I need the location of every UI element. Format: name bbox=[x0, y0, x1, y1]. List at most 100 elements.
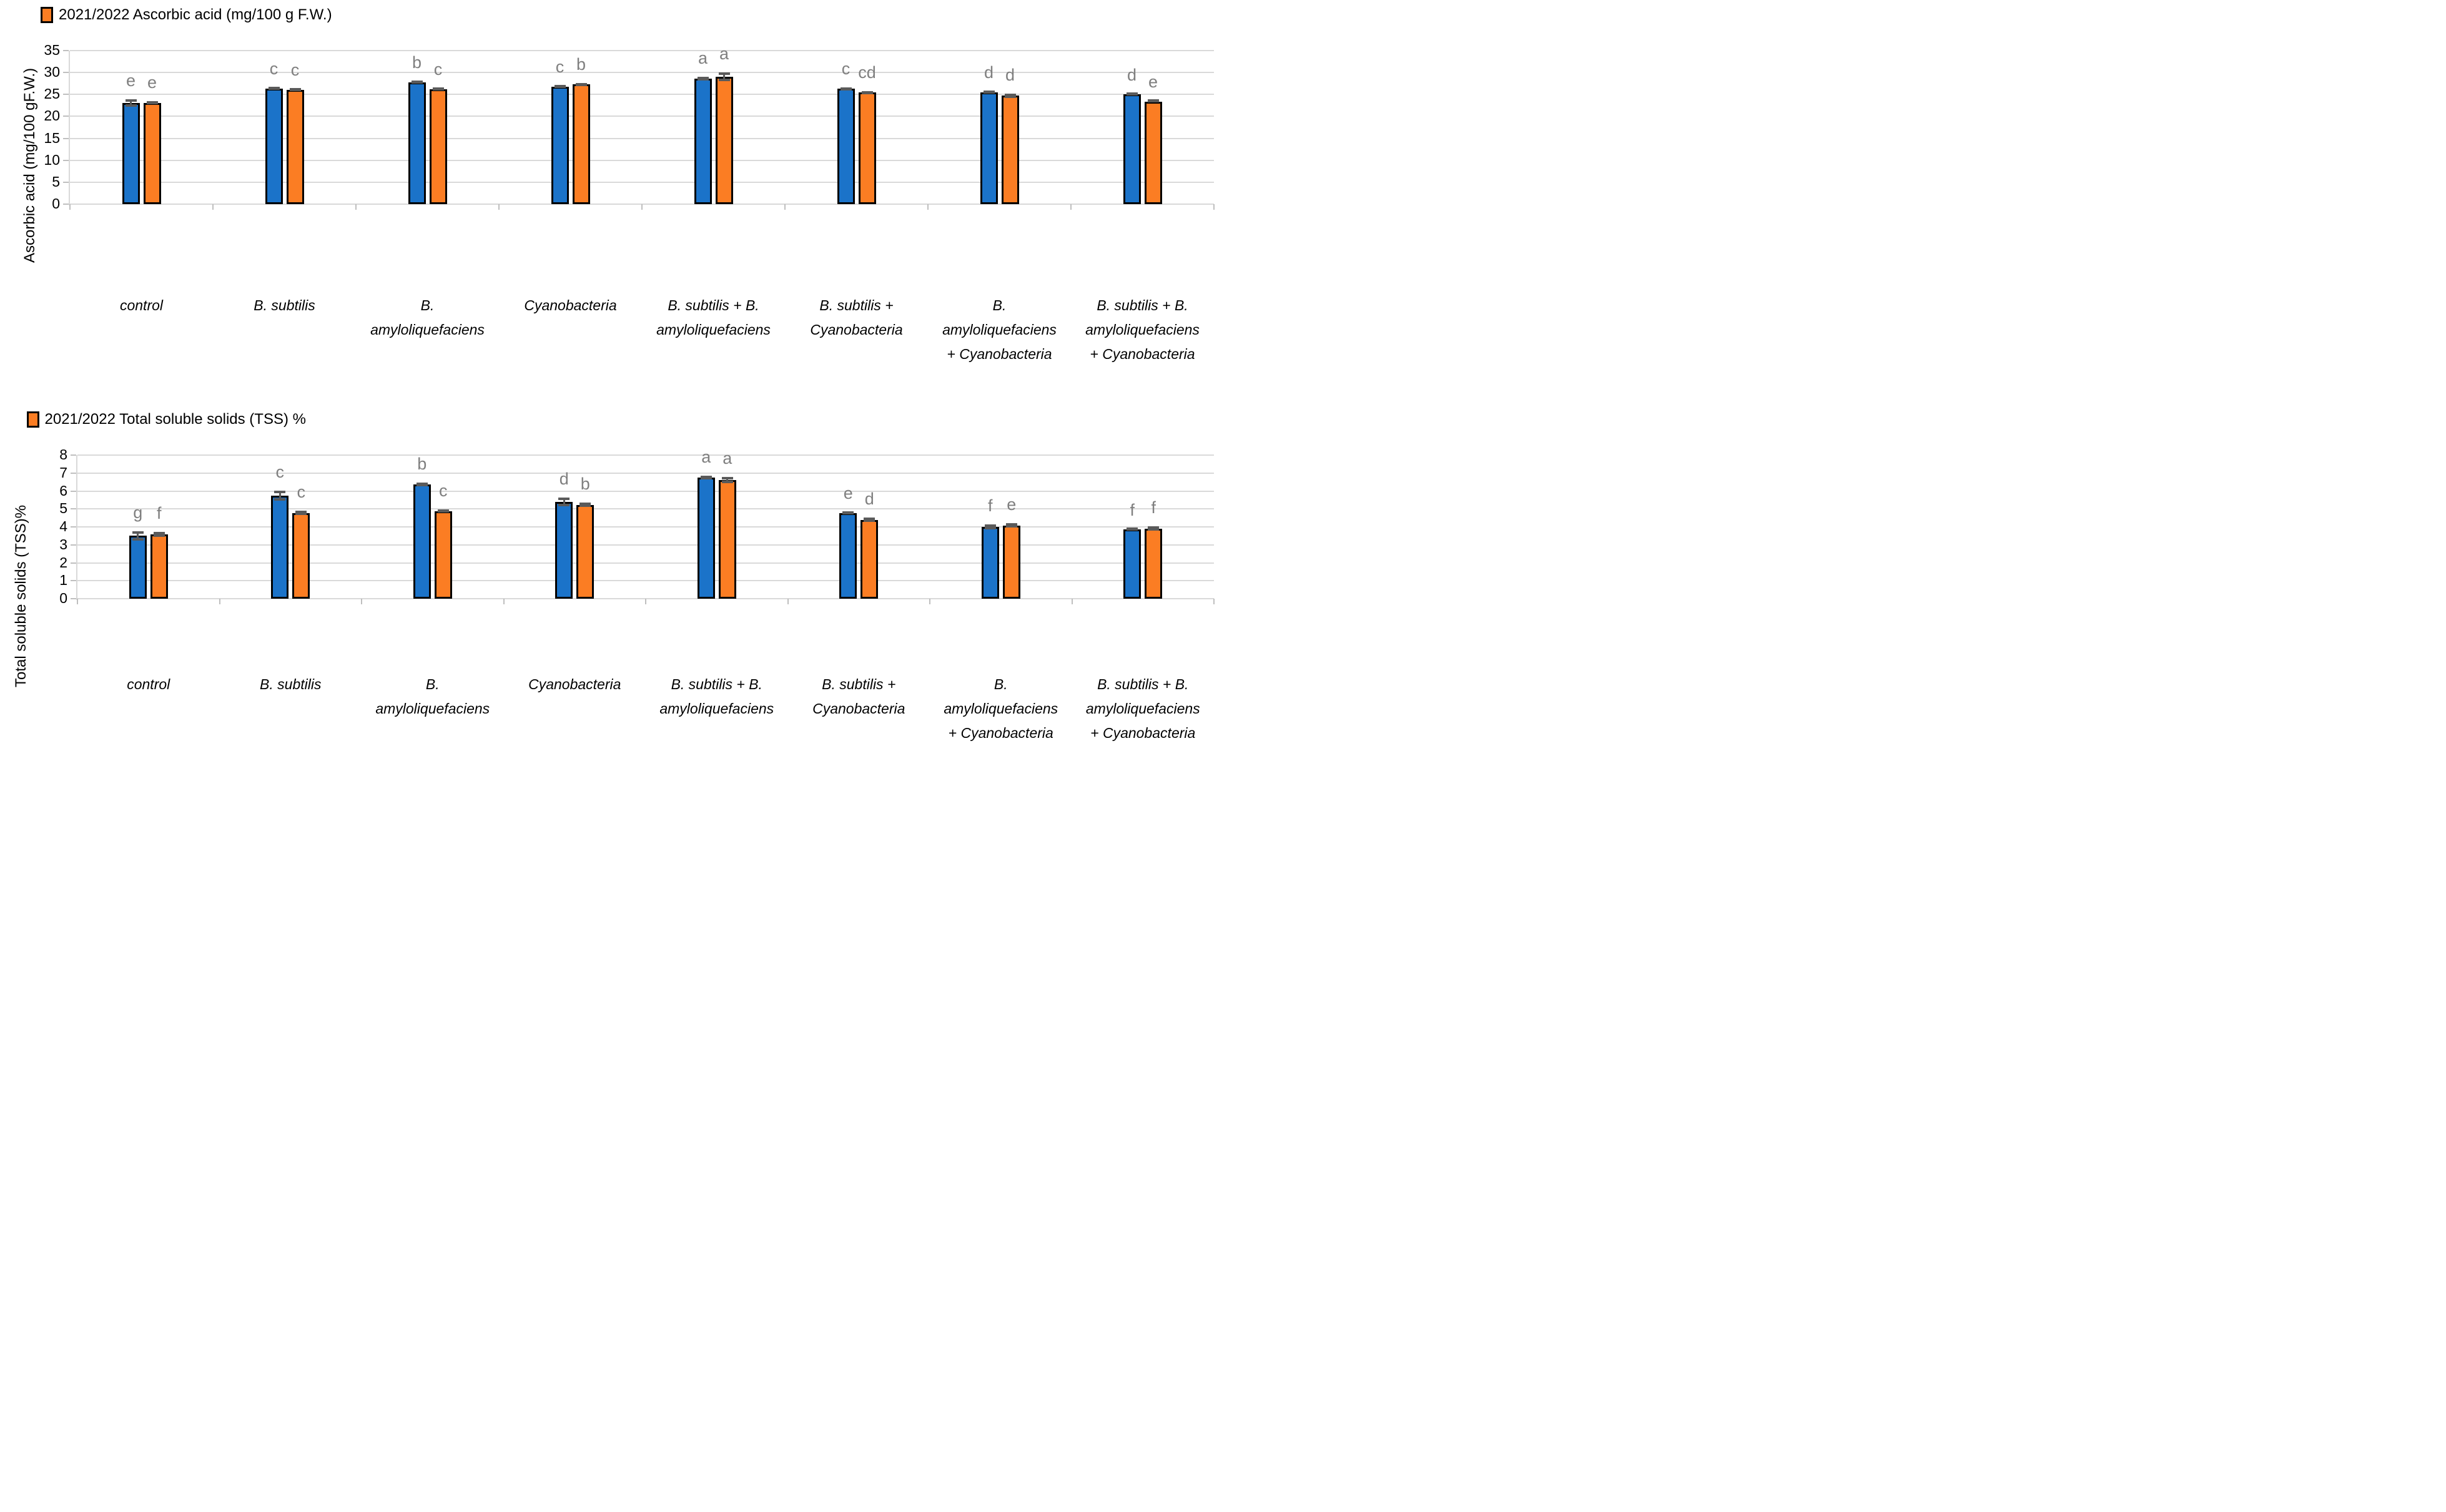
significance-letter: a bbox=[698, 48, 708, 67]
error-bar-stem bbox=[137, 531, 139, 541]
error-bar bbox=[697, 76, 709, 81]
bar-series2-control bbox=[150, 534, 168, 599]
error-bar-cap-top bbox=[984, 524, 996, 528]
x-tick-mark bbox=[784, 204, 786, 210]
gridline bbox=[77, 526, 1214, 528]
y-tick-mark bbox=[71, 508, 76, 510]
x-category-label: B. subtilis + B. amyloliquefaciens + Cyano… bbox=[1065, 293, 1221, 366]
x-category-label: B. amyloliquefaciens + Cyanobacteria bbox=[923, 672, 1079, 745]
y-tick-mark bbox=[63, 50, 69, 51]
bar-series1-b-subtilis bbox=[265, 89, 283, 204]
x-tick-mark bbox=[645, 599, 646, 604]
error-bar-cap-top bbox=[132, 531, 144, 534]
significance-letter: e bbox=[147, 73, 157, 92]
gridline bbox=[70, 94, 1214, 96]
error-bar-cap-bottom bbox=[132, 538, 144, 541]
y-tick-label: 2 bbox=[59, 554, 67, 571]
error-bar-cap-bottom bbox=[840, 87, 852, 91]
error-bar-stem bbox=[563, 497, 565, 506]
gridline bbox=[70, 72, 1214, 74]
error-bar-cap-top bbox=[295, 511, 307, 514]
y-axis-line bbox=[76, 455, 77, 600]
x-category-label-line: B. bbox=[425, 676, 440, 692]
x-category-label: B. subtilis bbox=[207, 293, 363, 318]
x-category-label: B. subtilis + B. amyloliquefaciens bbox=[636, 293, 792, 342]
x-category-label-line: + Cyanobacteria bbox=[948, 725, 1053, 741]
significance-letter: cd bbox=[858, 63, 876, 82]
bar-series1-cyanobacteria bbox=[551, 87, 569, 204]
error-bar bbox=[1004, 94, 1016, 98]
x-tick-mark bbox=[212, 204, 214, 210]
error-bar bbox=[1147, 99, 1159, 103]
error-bar-cap-top bbox=[579, 503, 591, 506]
significance-letter: a bbox=[722, 449, 732, 468]
error-bar-cap-bottom bbox=[146, 102, 158, 105]
error-bar-cap-bottom bbox=[554, 86, 566, 89]
bar-series1-b-subtilis-b-amyloliquefaciens bbox=[694, 78, 712, 204]
x-tick-mark bbox=[1213, 599, 1215, 604]
significance-letter: d bbox=[559, 469, 569, 488]
y-tick-mark bbox=[71, 562, 76, 564]
significance-letter: c bbox=[439, 481, 448, 501]
error-bar-cap-bottom bbox=[864, 519, 875, 522]
error-bar-cap-bottom bbox=[268, 87, 280, 90]
x-category-label: control bbox=[71, 672, 227, 697]
bar-series1-b-amyloliquefaciens-cyanobacteria bbox=[981, 527, 999, 599]
y-tick-label: 5 bbox=[52, 173, 60, 190]
significance-letter: g bbox=[133, 503, 143, 522]
x-tick-mark bbox=[927, 204, 929, 210]
bar-series2-b-amyloliquefaciens-cyanobacteria bbox=[1001, 96, 1019, 204]
error-bar bbox=[432, 87, 444, 91]
significance-letter: f bbox=[156, 504, 162, 523]
bar-series2-b-subtilis-b-amyloliquefaciens-cyanobacteria bbox=[1145, 528, 1163, 599]
error-bar-cap-bottom bbox=[697, 78, 709, 81]
error-bar-cap-bottom bbox=[295, 513, 307, 516]
y-tick-mark bbox=[63, 159, 69, 161]
ascorbic-acid-plot-area: 0 5 10 15 20 25 30 35 e e control c c B. subtilis b c B.… bbox=[44, 42, 1215, 362]
significance-letter: c bbox=[555, 57, 565, 77]
total-soluble-solids-plot-area: 0 1 2 3 4 5 6 7 8 g f control c c B. subtilis b c B. amylo… bbox=[59, 446, 1215, 741]
significance-letter: b bbox=[580, 474, 590, 494]
x-tick-mark bbox=[929, 599, 930, 604]
error-bar-cap-bottom bbox=[558, 503, 570, 506]
error-bar-cap-bottom bbox=[842, 511, 854, 514]
x-category-label-line: amyloliquefaciens bbox=[1085, 322, 1200, 338]
y-tick-label: 6 bbox=[59, 482, 67, 499]
y-axis-line bbox=[69, 51, 70, 205]
error-bar bbox=[289, 88, 301, 92]
y-tick-label: 35 bbox=[44, 42, 60, 58]
y-tick-label: 0 bbox=[59, 590, 67, 606]
legend-swatch-icon bbox=[41, 7, 53, 23]
x-category-label: B. subtilis + B. amyloliquefaciens + Cyano… bbox=[1065, 672, 1221, 745]
x-tick-mark bbox=[1213, 204, 1215, 210]
error-bar-cap-top bbox=[700, 475, 712, 478]
error-bar-stem bbox=[279, 490, 281, 501]
significance-letter: d bbox=[1005, 66, 1015, 85]
y-tick-label: 7 bbox=[59, 464, 67, 481]
x-category-label-line: amyloliquefaciens bbox=[656, 322, 771, 338]
x-category-label-line: B. bbox=[420, 297, 435, 313]
error-bar-stem bbox=[726, 477, 729, 484]
error-bar bbox=[1148, 526, 1160, 531]
bar-series2-b-subtilis-cyanobacteria bbox=[861, 519, 879, 599]
x-category-label-line: + Cyanobacteria bbox=[1090, 346, 1195, 362]
error-bar-cap-bottom bbox=[1147, 100, 1159, 103]
bar-series2-b-subtilis bbox=[286, 90, 304, 204]
x-category-label-line: B. subtilis bbox=[254, 297, 315, 313]
x-category-label-line: B. subtilis + bbox=[822, 676, 896, 692]
x-category-label-line: Cyanobacteria bbox=[528, 676, 621, 692]
error-bar bbox=[1127, 528, 1138, 531]
error-bar-cap-top bbox=[697, 76, 709, 79]
bar-series2-cyanobacteria bbox=[572, 84, 590, 204]
error-bar-cap-bottom bbox=[983, 91, 995, 94]
x-category-label-line: amyloliquefaciens bbox=[1085, 700, 1200, 717]
y-tick-mark bbox=[63, 72, 69, 74]
x-category-label: Cyanobacteria bbox=[496, 672, 653, 697]
x-category-label-line: B. subtilis + B. bbox=[1097, 297, 1188, 313]
two-panel-bar-chart-figure: 2020/2021 Ascorbic acid (mg/100 g F.W.)2… bbox=[0, 0, 1223, 756]
error-bar-cap-bottom bbox=[1148, 528, 1160, 531]
y-tick-mark bbox=[63, 137, 69, 139]
x-category-label-line: control bbox=[119, 297, 164, 313]
legend-label: 2021/2022 Total soluble solids (TSS) % bbox=[44, 411, 306, 428]
error-bar-cap-top bbox=[558, 497, 570, 500]
